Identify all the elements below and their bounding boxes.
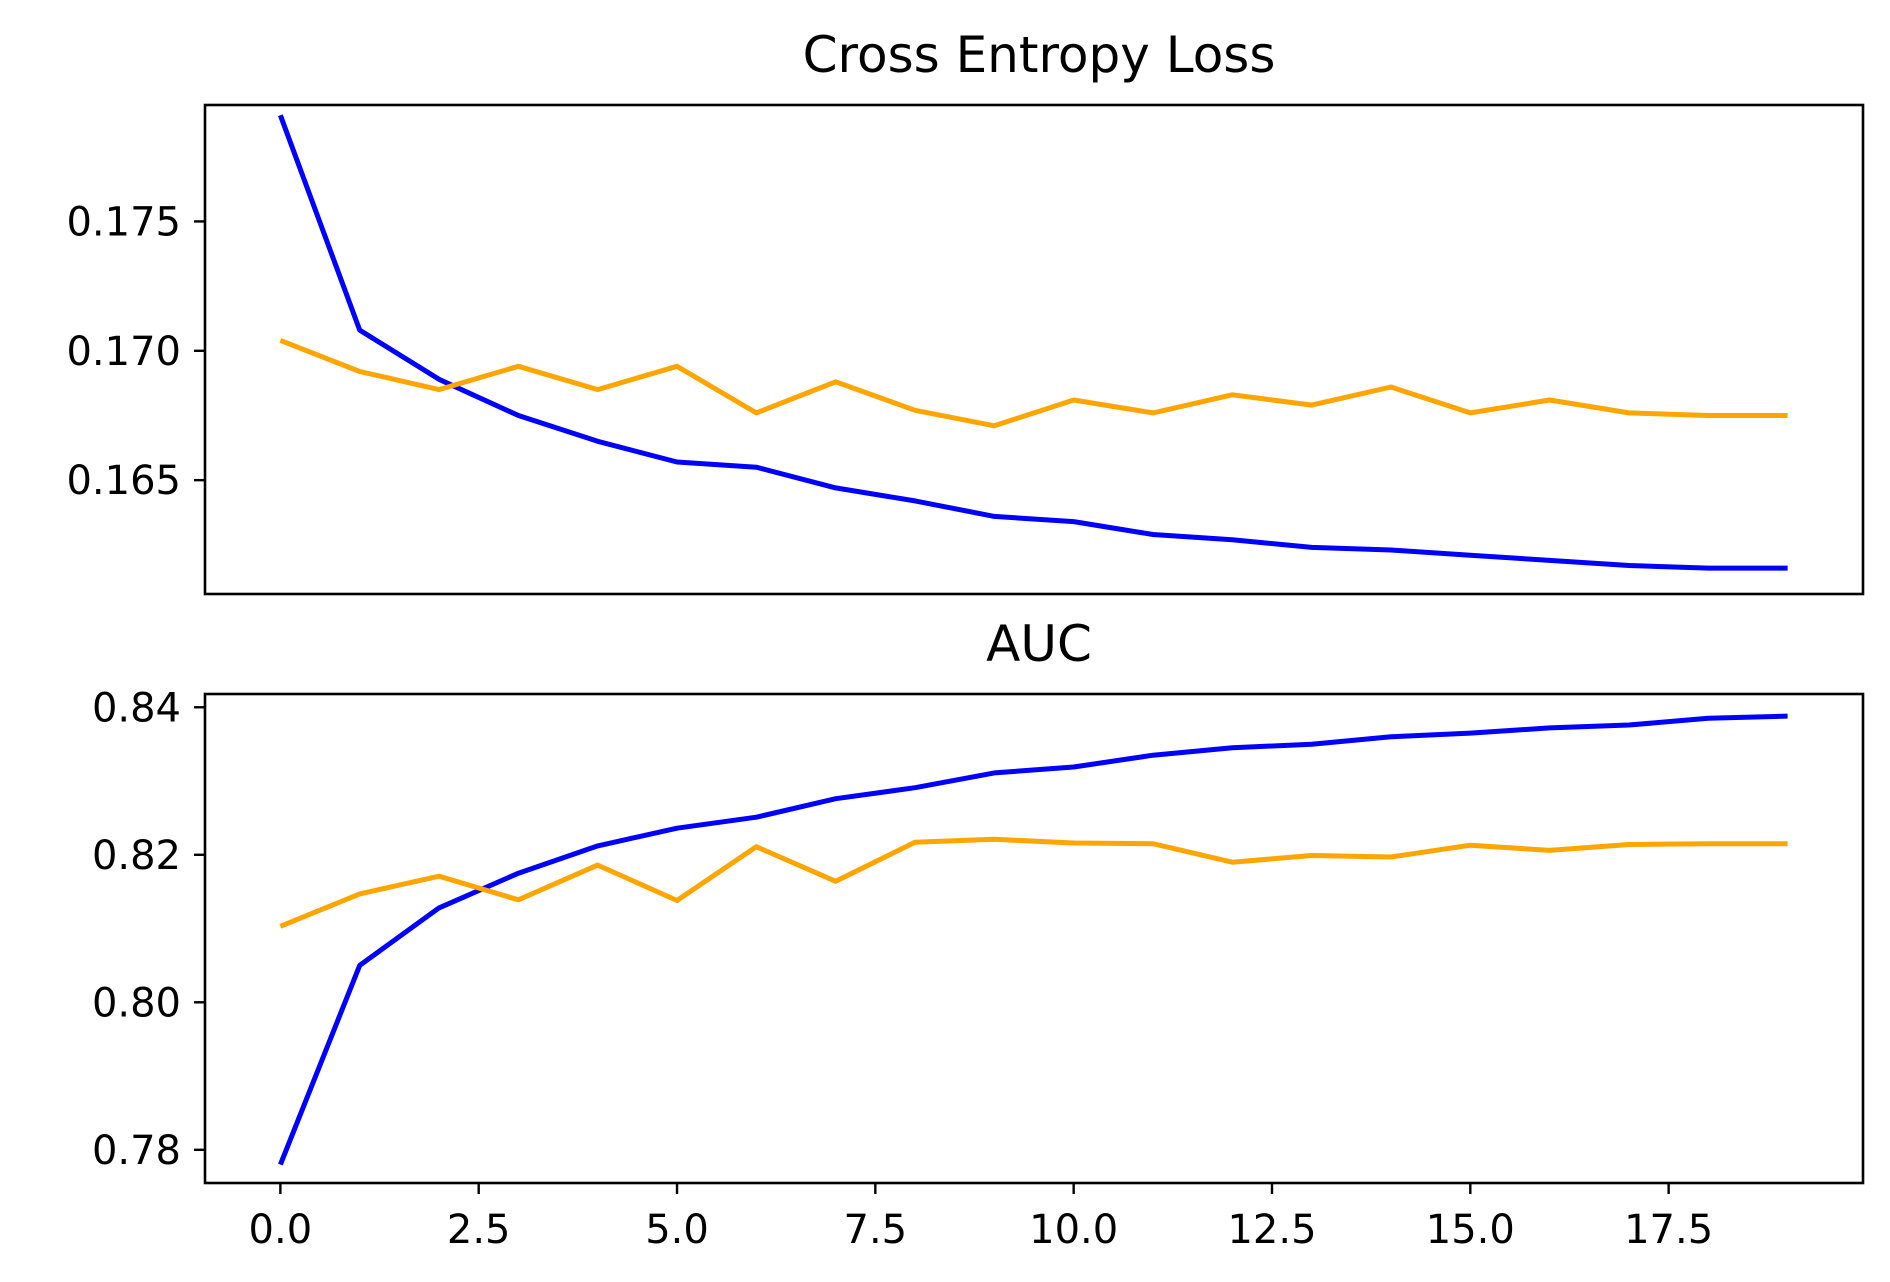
loss-y-tick-label: 0.165 bbox=[66, 458, 181, 504]
loss-y-tick-label: 0.170 bbox=[66, 329, 181, 375]
loss-plot-frame bbox=[203, 103, 1865, 596]
loss-panel: Cross Entropy Loss 0.165 0.170 0.175 bbox=[66, 26, 1865, 596]
auc-title: AUC bbox=[986, 615, 1092, 673]
loss-y-axis: 0.165 0.170 0.175 bbox=[66, 199, 205, 504]
auc-x-tick-label: 2.5 bbox=[447, 1207, 511, 1253]
auc-series-group bbox=[278, 713, 1788, 1166]
loss-series-line-1 bbox=[278, 114, 1788, 571]
auc-y-axis: 0.78 0.80 0.82 0.84 bbox=[92, 685, 205, 1174]
auc-x-tick-label: 10.0 bbox=[1029, 1207, 1118, 1253]
auc-x-axis: 0.0 2.5 5.0 7.5 10.0 12.5 15.0 17.5 bbox=[249, 1183, 1713, 1253]
auc-series-line-2 bbox=[279, 836, 1788, 929]
auc-y-tick-label: 0.80 bbox=[92, 980, 181, 1026]
auc-x-tick-label: 0.0 bbox=[249, 1207, 313, 1253]
auc-x-tick-label: 15.0 bbox=[1426, 1207, 1515, 1253]
auc-y-tick-label: 0.84 bbox=[92, 685, 181, 731]
auc-y-tick-label: 0.82 bbox=[92, 833, 181, 879]
auc-plot-frame bbox=[203, 692, 1865, 1185]
auc-x-tick-label: 17.5 bbox=[1624, 1207, 1713, 1253]
auc-y-tick-label: 0.78 bbox=[92, 1128, 181, 1174]
loss-y-tick-label: 0.175 bbox=[66, 199, 181, 245]
auc-x-tick-label: 5.0 bbox=[645, 1207, 709, 1253]
auc-x-tick-label: 7.5 bbox=[844, 1207, 908, 1253]
auc-series-line-1 bbox=[278, 713, 1788, 1166]
loss-series-line-2 bbox=[279, 338, 1788, 429]
loss-series-group bbox=[278, 114, 1788, 571]
loss-title: Cross Entropy Loss bbox=[803, 26, 1276, 84]
auc-panel: AUC 0.78 0.80 0.82 0.84 0.0 2.5 5.0 7.5 10.0 12.… bbox=[92, 615, 1865, 1253]
auc-x-tick-label: 12.5 bbox=[1227, 1207, 1316, 1253]
